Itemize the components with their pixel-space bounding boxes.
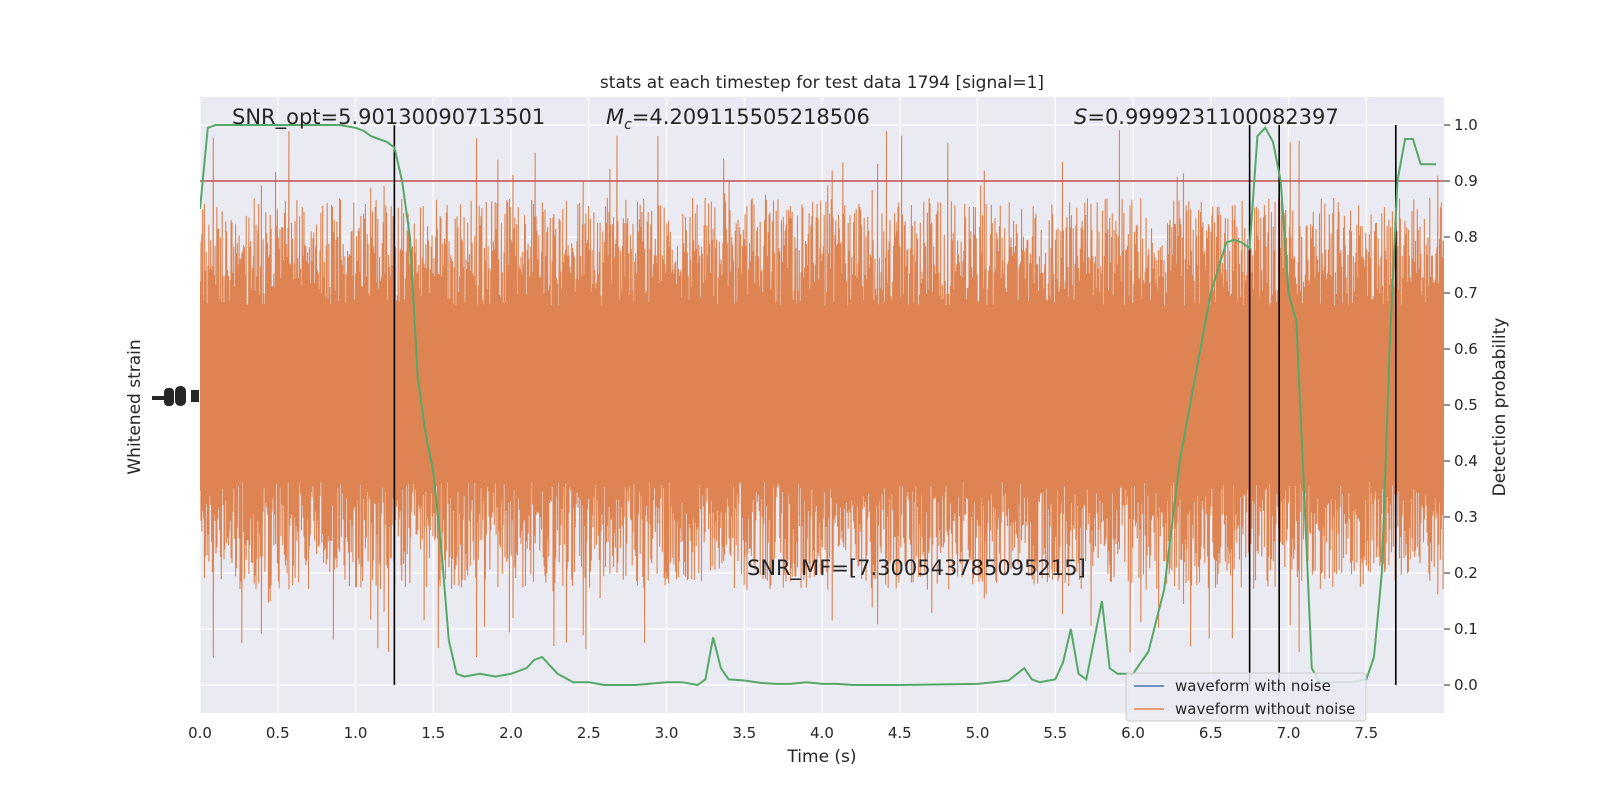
- mc-symbol: M: [606, 105, 624, 129]
- y-tick-label: 1.0: [1454, 116, 1478, 134]
- y-tick-label: 0.6: [1454, 340, 1478, 358]
- x-tick-label: 2.0: [499, 724, 523, 742]
- x-tick-label: 3.5: [732, 724, 756, 742]
- s-symbol: S: [1074, 105, 1087, 129]
- y-tick-label: 0.9: [1454, 172, 1478, 190]
- vertical-markers: [393, 125, 1397, 685]
- x-tick-label: 6.5: [1199, 724, 1223, 742]
- y-right-axis-title: Detection probability: [1490, 318, 1510, 497]
- mc-value: =4.209115505218506: [632, 105, 870, 129]
- legend-label-waveform-without-noise: waveform without noise: [1175, 700, 1355, 718]
- mc-subscript: c: [624, 117, 632, 133]
- snr-mf-annotation: SNR_MF=[7.300543785095215]: [747, 556, 1086, 581]
- legend: waveform with noise waveform without noi…: [1125, 672, 1367, 722]
- x-tick-label: 1.0: [344, 724, 368, 742]
- y-tick-label: 0.2: [1454, 564, 1478, 582]
- chart-title: stats at each timestep for test data 179…: [600, 73, 1044, 93]
- x-tick-label: 2.5: [577, 724, 601, 742]
- waveform-without-noise-trace: [200, 130, 1444, 658]
- y-tick-label: 0.7: [1454, 284, 1478, 302]
- x-axis-title: Time (s): [786, 747, 856, 767]
- y-left-axis-title: Whitened strain: [125, 339, 145, 474]
- y-tick-label: 0.5: [1454, 396, 1478, 414]
- x-tick-label: 7.0: [1277, 724, 1301, 742]
- y-tick-label: 0.3: [1454, 508, 1478, 526]
- mc-annotation: Mc=4.209115505218506: [606, 105, 870, 133]
- y-right-axis-ticks: 0.0 0.1 0.2 0.3 0.4 0.5 0.6 0.7 0.8 0.9 1.0: [1444, 116, 1478, 694]
- x-tick-label: 5.0: [966, 724, 990, 742]
- detection-probability-line: [200, 124, 1437, 687]
- x-axis-ticks: 0.0 0.5 1.0 1.5 2.0 2.5 3.0 3.5 4.0 4.5 5.0 5.5 6.0 6…: [188, 724, 1378, 742]
- s-value: =0.9999231100082397: [1087, 105, 1338, 129]
- y-tick-label: 0.4: [1454, 452, 1478, 470]
- x-tick-label: 4.5: [888, 724, 912, 742]
- x-tick-label: 7.5: [1354, 724, 1378, 742]
- y-tick-label: 0.1: [1454, 620, 1478, 638]
- x-tick-label: 3.0: [655, 724, 679, 742]
- x-tick-label: 4.0: [810, 724, 834, 742]
- s-annotation: S=0.9999231100082397: [1074, 105, 1339, 129]
- legend-label-waveform-with-noise: waveform with noise: [1175, 677, 1331, 695]
- legend-box: [1125, 672, 1367, 722]
- snr-opt-annotation: SNR_opt=5.90130090713501: [232, 105, 545, 130]
- x-tick-label: 0.0: [188, 724, 212, 742]
- x-tick-label: 5.5: [1043, 724, 1067, 742]
- x-tick-label: 6.0: [1121, 724, 1145, 742]
- y-tick-label: 0.0: [1454, 676, 1478, 694]
- x-tick-label: 1.5: [421, 724, 445, 742]
- waveform-without-noise-path: [200, 130, 1444, 658]
- y-tick-label: 0.8: [1454, 228, 1478, 246]
- left-axis-ticks: [152, 386, 199, 406]
- x-tick-label: 0.5: [266, 724, 290, 742]
